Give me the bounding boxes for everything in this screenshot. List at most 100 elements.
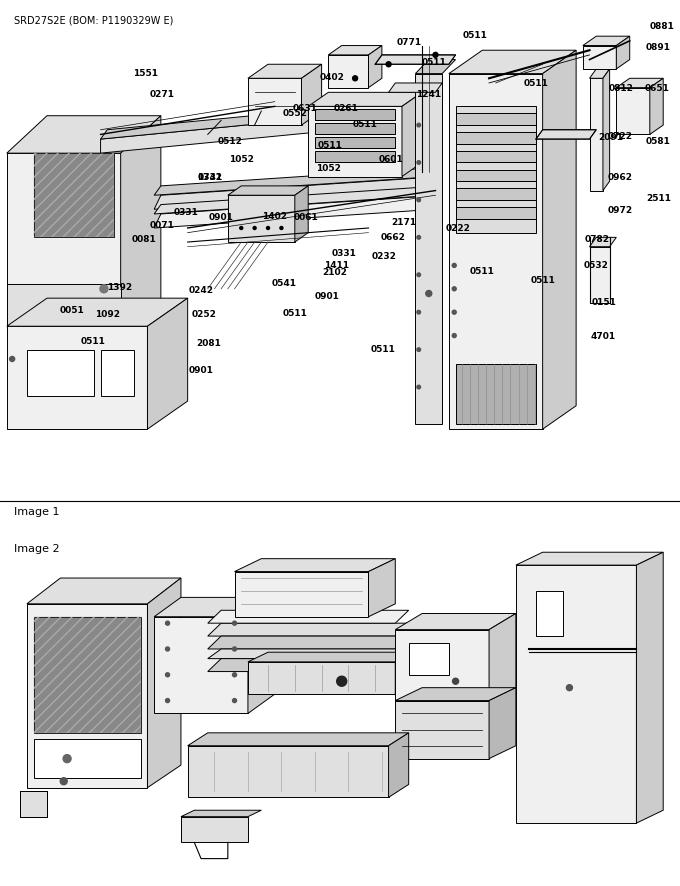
Polygon shape bbox=[616, 78, 663, 88]
Text: 0812: 0812 bbox=[609, 84, 634, 93]
Polygon shape bbox=[489, 688, 516, 758]
Polygon shape bbox=[516, 552, 663, 565]
Polygon shape bbox=[328, 55, 369, 88]
Text: 1402: 1402 bbox=[262, 212, 287, 221]
Text: 0901: 0901 bbox=[209, 214, 234, 222]
Text: 0061: 0061 bbox=[294, 214, 318, 222]
Text: 0331: 0331 bbox=[332, 249, 357, 258]
Polygon shape bbox=[154, 176, 442, 209]
Text: 0511: 0511 bbox=[282, 309, 307, 318]
Text: SRD27S2E (BOM: P1190329W E): SRD27S2E (BOM: P1190329W E) bbox=[14, 16, 173, 26]
Polygon shape bbox=[369, 45, 382, 88]
Circle shape bbox=[253, 227, 256, 229]
Polygon shape bbox=[33, 153, 114, 237]
Text: 0151: 0151 bbox=[592, 298, 617, 307]
Polygon shape bbox=[188, 733, 409, 746]
Polygon shape bbox=[456, 169, 536, 182]
Polygon shape bbox=[456, 132, 536, 144]
Polygon shape bbox=[27, 350, 94, 396]
Polygon shape bbox=[315, 109, 395, 120]
Polygon shape bbox=[409, 642, 449, 675]
Polygon shape bbox=[315, 136, 395, 149]
Polygon shape bbox=[7, 284, 120, 336]
Text: 2511: 2511 bbox=[646, 194, 671, 203]
Text: 0402: 0402 bbox=[320, 74, 345, 82]
Text: 0782: 0782 bbox=[585, 235, 610, 244]
Circle shape bbox=[386, 62, 391, 66]
Polygon shape bbox=[583, 45, 616, 69]
Text: 0511: 0511 bbox=[422, 58, 447, 66]
Text: 1551: 1551 bbox=[133, 69, 158, 78]
Circle shape bbox=[417, 348, 420, 352]
Polygon shape bbox=[415, 59, 456, 74]
Polygon shape bbox=[369, 559, 395, 617]
Text: 0252: 0252 bbox=[192, 310, 217, 319]
Circle shape bbox=[267, 227, 269, 229]
Text: 2081: 2081 bbox=[196, 339, 221, 348]
Polygon shape bbox=[402, 92, 422, 176]
Polygon shape bbox=[101, 116, 341, 153]
Text: 1092: 1092 bbox=[95, 310, 120, 319]
Text: 0511: 0511 bbox=[318, 141, 343, 150]
Text: 1392: 1392 bbox=[107, 284, 133, 292]
Text: 0511: 0511 bbox=[469, 267, 494, 276]
Text: 1052: 1052 bbox=[316, 164, 341, 173]
Polygon shape bbox=[516, 565, 636, 823]
Text: 0881: 0881 bbox=[649, 22, 675, 31]
Circle shape bbox=[417, 273, 420, 276]
Text: 0511: 0511 bbox=[462, 31, 488, 40]
Polygon shape bbox=[590, 246, 609, 303]
Text: 0901: 0901 bbox=[314, 292, 339, 301]
Polygon shape bbox=[456, 188, 536, 200]
Polygon shape bbox=[33, 617, 141, 733]
Circle shape bbox=[165, 698, 169, 703]
Polygon shape bbox=[388, 83, 442, 92]
Polygon shape bbox=[248, 78, 301, 125]
Circle shape bbox=[165, 621, 169, 626]
Text: 0271: 0271 bbox=[150, 90, 175, 99]
Polygon shape bbox=[590, 237, 616, 246]
Polygon shape bbox=[248, 597, 275, 713]
Circle shape bbox=[240, 227, 243, 229]
Text: 1411: 1411 bbox=[324, 261, 349, 270]
Polygon shape bbox=[208, 649, 409, 658]
Polygon shape bbox=[154, 597, 275, 617]
Polygon shape bbox=[616, 36, 630, 69]
Polygon shape bbox=[456, 207, 536, 219]
Text: 0222: 0222 bbox=[446, 224, 471, 233]
Text: 0051: 0051 bbox=[60, 307, 84, 315]
Text: 0511: 0511 bbox=[371, 346, 396, 354]
Polygon shape bbox=[20, 791, 47, 817]
Polygon shape bbox=[301, 65, 322, 125]
Polygon shape bbox=[7, 326, 148, 429]
Polygon shape bbox=[235, 559, 395, 571]
Polygon shape bbox=[27, 604, 148, 788]
Polygon shape bbox=[375, 55, 456, 65]
Polygon shape bbox=[328, 45, 382, 55]
Polygon shape bbox=[590, 69, 609, 78]
Polygon shape bbox=[636, 552, 663, 823]
Text: 0771: 0771 bbox=[396, 38, 422, 47]
Polygon shape bbox=[188, 746, 388, 797]
Circle shape bbox=[417, 310, 420, 314]
Text: 0552: 0552 bbox=[282, 109, 307, 118]
Polygon shape bbox=[395, 701, 489, 758]
Polygon shape bbox=[616, 88, 650, 135]
Polygon shape bbox=[415, 74, 442, 424]
Text: 4701: 4701 bbox=[590, 332, 615, 341]
Circle shape bbox=[417, 236, 420, 239]
Circle shape bbox=[417, 198, 420, 202]
Polygon shape bbox=[536, 591, 563, 636]
Polygon shape bbox=[449, 51, 576, 74]
Text: 0662: 0662 bbox=[381, 233, 406, 242]
Polygon shape bbox=[456, 113, 536, 125]
Circle shape bbox=[233, 672, 237, 677]
Text: 0331: 0331 bbox=[173, 208, 199, 217]
Polygon shape bbox=[388, 733, 409, 797]
Text: Image 2: Image 2 bbox=[14, 544, 59, 554]
Circle shape bbox=[433, 52, 438, 58]
Text: 0962: 0962 bbox=[607, 173, 632, 182]
Polygon shape bbox=[33, 739, 141, 778]
Text: 0511: 0511 bbox=[352, 120, 377, 128]
Polygon shape bbox=[154, 617, 248, 713]
